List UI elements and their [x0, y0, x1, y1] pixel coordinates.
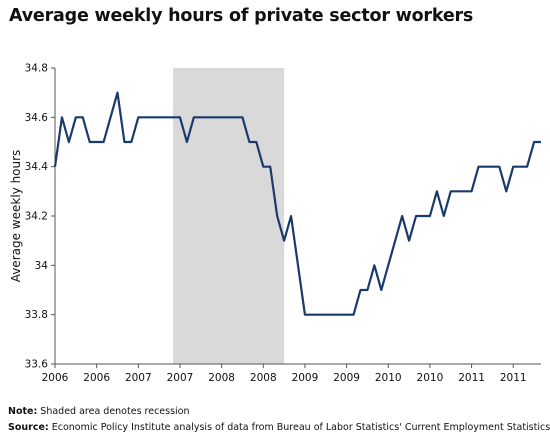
source-label: Source: — [8, 422, 49, 433]
y-tick-label: 34.8 — [25, 63, 48, 75]
x-tick-label: 2008 — [208, 372, 235, 384]
y-tick-label: 33.8 — [25, 309, 48, 321]
y-tick-label: 34 — [35, 260, 49, 272]
x-tick-label: 2010 — [417, 372, 444, 384]
chart-title: Average weekly hours of private sector w… — [9, 6, 474, 26]
y-tick-label: 34.2 — [25, 211, 48, 223]
y-tick-label: 33.6 — [25, 359, 49, 371]
note-line: Note: Shaded area denotes recession — [8, 406, 190, 417]
x-tick-label: 2006 — [42, 372, 69, 384]
y-tick-label: 34.4 — [25, 161, 49, 173]
x-tick-label: 2007 — [125, 372, 152, 384]
y-axis-label: Average weekly hours — [9, 150, 23, 283]
x-tick-label: 2009 — [333, 372, 360, 384]
y-tick-label: 34.6 — [25, 112, 49, 124]
x-tick-label: 2006 — [83, 372, 110, 384]
x-tick-label: 2008 — [250, 372, 277, 384]
recession-shading — [173, 68, 285, 364]
x-tick-label: 2007 — [167, 372, 194, 384]
x-tick-label: 2011 — [500, 372, 527, 384]
x-tick-label: 2010 — [375, 372, 402, 384]
x-tick-label: 2011 — [458, 372, 485, 384]
source-line: Source: Economic Policy Institute analys… — [8, 422, 550, 433]
note-label: Note: — [8, 406, 38, 417]
note-text: Shaded area denotes recession — [37, 406, 190, 417]
x-tick-label: 2009 — [292, 372, 319, 384]
series-line — [53, 91, 541, 316]
source-text: Economic Policy Institute analysis of da… — [48, 422, 550, 433]
